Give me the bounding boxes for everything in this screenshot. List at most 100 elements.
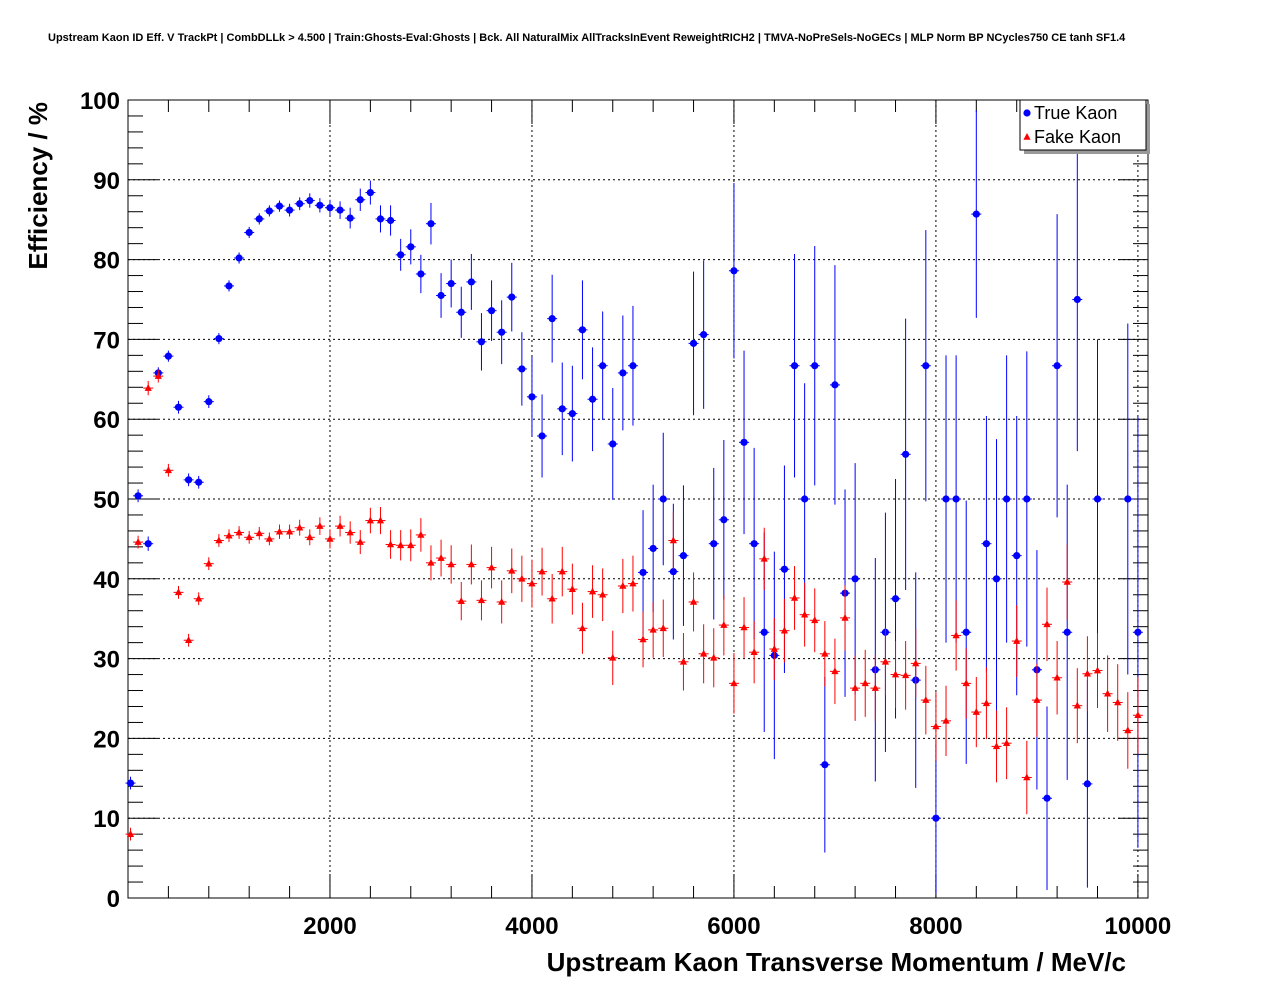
data-point (851, 575, 859, 583)
data-point (225, 282, 233, 290)
data-point (306, 533, 314, 541)
data-point (518, 574, 526, 582)
data-point (710, 653, 718, 661)
data-point (205, 559, 213, 567)
y-tick-label: 90 (93, 168, 120, 195)
data-point (619, 369, 627, 377)
data-point (700, 331, 708, 339)
data-point (881, 657, 890, 665)
data-point (195, 478, 203, 486)
data-point (821, 761, 829, 769)
data-point (932, 814, 940, 822)
data-point (275, 527, 284, 535)
data-point (1124, 495, 1132, 503)
data-point (902, 450, 910, 458)
data-point (164, 466, 172, 474)
data-point (225, 531, 233, 539)
y-tick-label: 30 (93, 647, 120, 674)
data-point (851, 684, 859, 691)
legend-box (1019, 99, 1147, 151)
data-point (487, 307, 496, 315)
data-point (740, 438, 748, 446)
data-point (386, 216, 395, 225)
data-point (952, 495, 960, 503)
data-point (780, 626, 789, 634)
y-tick-label: 80 (93, 248, 120, 275)
data-point (215, 335, 223, 343)
y-tick-label: 100 (80, 88, 120, 115)
data-point (972, 708, 980, 715)
data-point (659, 495, 667, 503)
data-point (195, 594, 203, 602)
data-point (811, 616, 819, 624)
data-point (700, 649, 708, 657)
data-point (609, 653, 617, 661)
data-point (891, 670, 900, 678)
data-point (316, 522, 324, 529)
y-tick-label: 70 (93, 327, 120, 354)
data-point (568, 410, 576, 418)
data-point (942, 495, 950, 503)
data-point (508, 566, 516, 574)
data-point (174, 403, 183, 411)
x-tick-label: 4000 (505, 913, 558, 940)
data-point (760, 554, 768, 562)
data-point (316, 201, 324, 209)
chart-title: Upstream Kaon ID Eff. V TrackPt | CombDL… (48, 32, 1126, 44)
data-point (891, 595, 900, 603)
data-point (568, 585, 576, 592)
data-point (790, 593, 799, 601)
data-point (750, 540, 758, 548)
data-point (942, 716, 950, 724)
data-point (126, 830, 135, 837)
data-point (336, 206, 344, 214)
data-point (245, 228, 253, 237)
data-point (710, 540, 718, 548)
data-point (1013, 552, 1021, 560)
data-point (972, 210, 980, 218)
data-point (1023, 773, 1031, 781)
data-point (912, 659, 920, 667)
data-point (689, 597, 698, 605)
data-point (730, 267, 738, 275)
data-point (265, 207, 273, 215)
data-point (538, 567, 546, 575)
data-point (235, 254, 243, 262)
data-point (1093, 666, 1102, 674)
data-point (154, 372, 162, 379)
data-point (962, 628, 970, 636)
data-point (689, 339, 698, 347)
data-point (1053, 362, 1061, 370)
data-point (1053, 673, 1061, 681)
data-point (669, 568, 677, 576)
data-point (498, 328, 506, 336)
data-point (750, 648, 758, 656)
data-point (417, 530, 425, 538)
data-point (144, 540, 152, 548)
data-point (962, 679, 970, 687)
data-point (174, 588, 183, 596)
x-axis-label: Upstream Kaon Transverse Momentum / MeV/… (547, 947, 1126, 977)
data-point (457, 597, 465, 604)
grid-lines (128, 99, 1148, 899)
data-point (922, 696, 930, 703)
x-tick-label: 8000 (909, 913, 962, 940)
data-point (336, 522, 344, 529)
data-point (1063, 577, 1071, 585)
data-point (861, 679, 869, 687)
data-point (1073, 295, 1081, 304)
data-point (376, 215, 385, 223)
data-point (770, 645, 778, 652)
data-point (126, 779, 135, 787)
data-point (397, 541, 405, 549)
data-point (588, 395, 597, 403)
data-point (255, 529, 263, 537)
data-point (629, 579, 637, 587)
data-point (427, 220, 435, 228)
data-point (285, 527, 294, 535)
series-layer (125, 110, 1143, 895)
y-tick-label: 40 (93, 567, 120, 594)
data-point (1073, 701, 1081, 709)
data-point (982, 699, 991, 707)
